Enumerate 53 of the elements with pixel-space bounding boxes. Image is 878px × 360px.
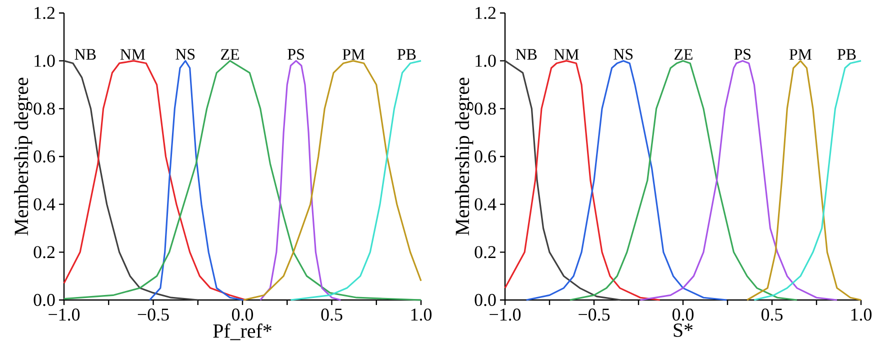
x-tick-label: −1.0 <box>490 308 521 321</box>
series-label: NB <box>516 49 537 60</box>
series-label: NM <box>120 49 146 60</box>
series-label: PM <box>789 49 812 60</box>
y-tick-label: 0.8 <box>474 102 496 115</box>
x-axis-title: S* <box>674 324 693 337</box>
y-tick-label: 0.6 <box>34 150 55 163</box>
series-label: PB <box>837 49 856 60</box>
y-tick-label: 0.4 <box>34 198 56 210</box>
x-tick-label: 1.0 <box>411 308 432 321</box>
x-tick-label: 1.0 <box>851 308 872 321</box>
y-tick-label: 0.4 <box>474 198 496 210</box>
line-series <box>504 60 661 301</box>
line-series <box>569 60 798 301</box>
line-series <box>63 60 247 301</box>
series-label: PM <box>342 49 365 60</box>
x-tick-label: −1.0 <box>48 308 80 321</box>
x-tick-label: −0.5 <box>138 308 169 321</box>
line-series <box>526 60 728 301</box>
y-tick-label: 0.0 <box>474 294 496 306</box>
y-tick-label: 1.2 <box>476 6 496 20</box>
line-series <box>63 60 199 301</box>
x-tick-label: 0.5 <box>761 308 783 321</box>
x-tick-label: 0.5 <box>321 308 342 321</box>
y-tick-label: 0.2 <box>474 246 496 258</box>
series-label: NS <box>614 48 633 60</box>
y-tick-label: 0.8 <box>34 102 55 115</box>
series-label: ZE <box>674 49 692 60</box>
line-series <box>290 60 422 301</box>
series-label: NS <box>176 48 195 60</box>
y-tick-label: 0.2 <box>34 246 54 258</box>
series-label: PS <box>734 48 751 60</box>
line-series <box>148 60 244 301</box>
y-tick-label: 0.0 <box>34 294 55 306</box>
line-series <box>242 60 422 301</box>
series-label: PS <box>288 48 304 60</box>
y-tick-label: 1.2 <box>34 6 54 20</box>
y-tick-label: 1.0 <box>476 54 496 67</box>
series-label: ZE <box>221 49 239 60</box>
x-axis-title: Pf_ref* <box>213 324 272 340</box>
x-tick-label: 0.0 <box>232 308 254 321</box>
x-tick-label: −0.5 <box>578 308 610 321</box>
series-label: NB <box>74 49 96 60</box>
x-tick-label: 0.0 <box>672 308 694 321</box>
line-series <box>504 60 622 301</box>
series-label: PB <box>397 49 416 60</box>
y-tick-label: 0.6 <box>474 150 496 163</box>
y-axis-title: Membership degree <box>14 78 32 236</box>
y-axis-title: Membership degree <box>455 78 474 236</box>
series-label: NM <box>554 49 579 60</box>
line-series <box>639 60 838 301</box>
line-series <box>260 60 342 301</box>
y-tick-label: 1.0 <box>34 54 55 67</box>
